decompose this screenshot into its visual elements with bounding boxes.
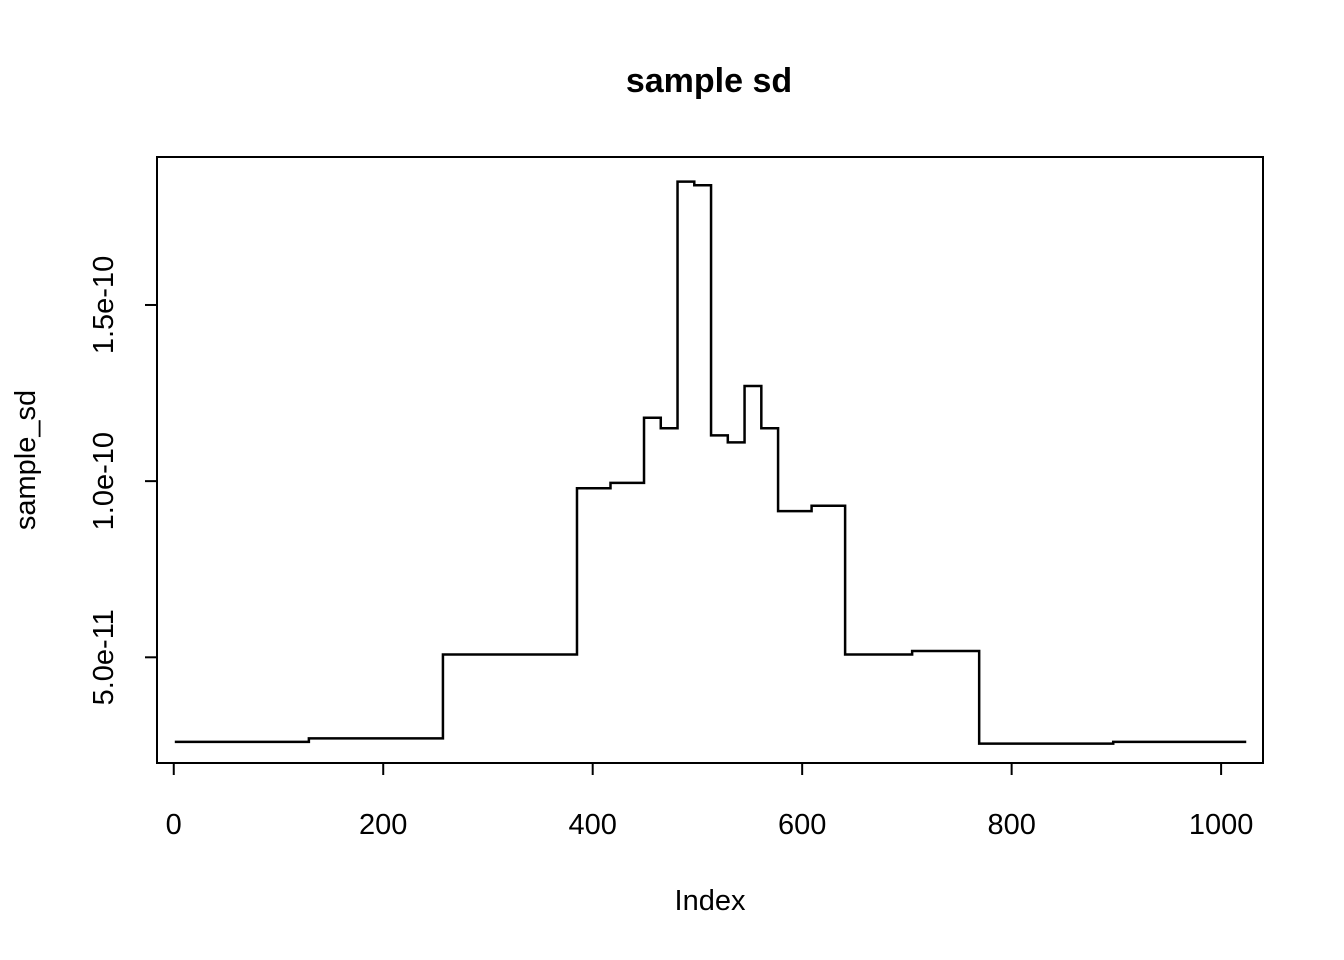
y-axis-label: sample_sd — [10, 390, 42, 530]
x-axis-label: Index — [675, 885, 746, 917]
y-tick-label: 1.5e-10 — [88, 256, 120, 354]
y-tick-label: 5.0e-11 — [88, 609, 120, 705]
series-line — [174, 180, 1247, 745]
x-tick-label: 600 — [778, 809, 826, 841]
x-tick-label: 400 — [569, 809, 617, 841]
chart-title: sample sd — [626, 62, 792, 100]
x-tick-label: 1000 — [1189, 809, 1254, 841]
x-tick-label: 0 — [166, 809, 182, 841]
x-axis: 0 200 400 600 800 1000 — [166, 762, 1254, 841]
x-tick-label: 800 — [987, 809, 1035, 841]
x-tick-label: 200 — [359, 809, 407, 841]
series-group — [174, 180, 1247, 745]
y-tick-label: 1.0e-10 — [88, 432, 120, 530]
y-axis: 5.0e-11 1.0e-10 1.5e-10 — [88, 256, 158, 705]
